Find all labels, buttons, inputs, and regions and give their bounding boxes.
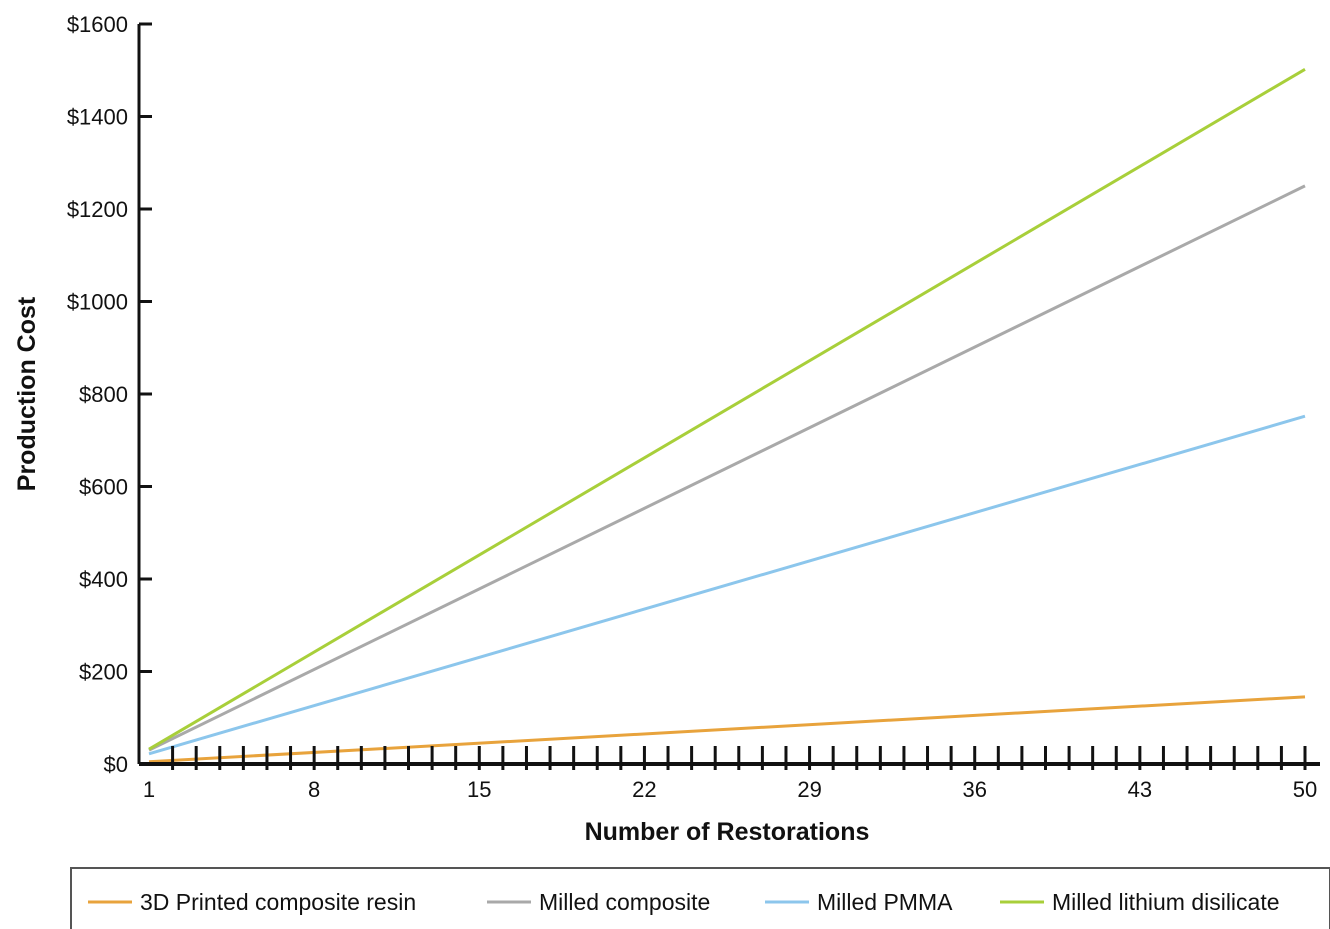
legend-items: 3D Printed composite resin Milled composi… [88,889,1280,915]
legend: 3D Printed composite resin Milled composi… [70,867,1330,929]
y-tick-label: $600 [79,475,128,500]
legend-label-0: 3D Printed composite resin [140,889,416,915]
x-tick-label: 43 [1128,777,1152,802]
x-tick-label: 1 [143,777,155,802]
series-line-2 [148,414,1306,756]
y-tick-label: $1600 [67,12,128,37]
legend-label-2: Milled PMMA [817,889,953,915]
y-tick-label: $0 [104,752,128,777]
y-axis-title: Production Cost [13,296,41,491]
x-tick-label: 50 [1293,777,1317,802]
series-line-3 [148,68,1306,751]
series-line-1 [148,184,1306,752]
plot-lines [148,68,1306,764]
series-line-0 [148,695,1306,764]
x-tick-label: 36 [962,777,986,802]
x-tick-label: 29 [797,777,821,802]
x-tick-label: 8 [308,777,320,802]
x-axis-title: Number of Restorations [585,818,870,846]
axes [137,24,1320,766]
y-tick-label: $1400 [67,105,128,130]
y-tick-label: $1000 [67,290,128,315]
x-ticks: 1 8 15 22 29 36 43 50 [143,746,1317,802]
x-tick-label: 15 [467,777,491,802]
y-tick-label: $400 [79,567,128,592]
legend-label-3: Milled lithium disilicate [1052,889,1280,915]
y-ticks: $0 $200 $400 $600 $800 $1000 $1200 $1400 $1600 [67,12,152,777]
y-tick-label: $200 [79,660,128,685]
legend-box [70,867,1330,929]
legend-label-1: Milled composite [539,889,710,915]
y-tick-label: $1200 [67,197,128,222]
x-tick-label: 22 [632,777,656,802]
y-tick-label: $800 [79,382,128,407]
